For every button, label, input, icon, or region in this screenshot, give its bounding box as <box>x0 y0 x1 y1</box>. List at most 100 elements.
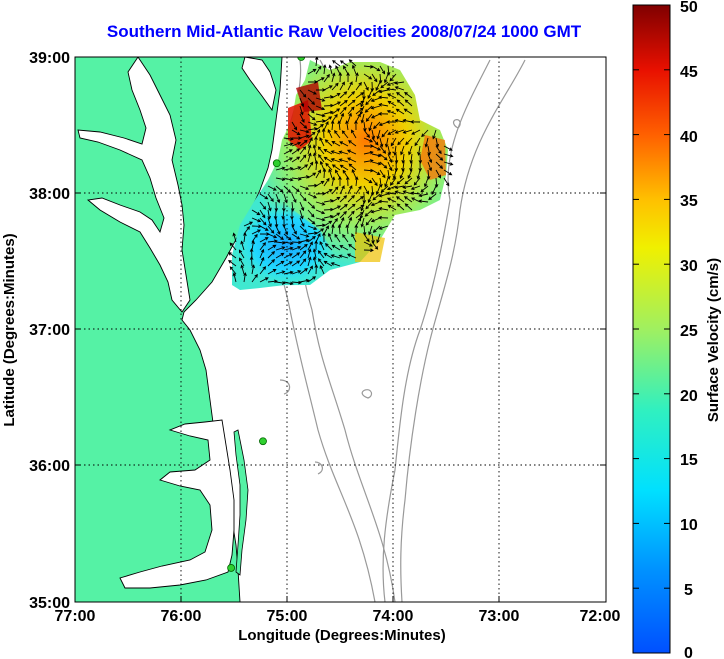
velocity-arrow <box>283 149 293 155</box>
velocity-arrow <box>291 252 301 259</box>
velocity-arrow <box>259 248 265 259</box>
velocity-arrow <box>283 253 293 259</box>
velocity-arrow <box>371 129 376 140</box>
velocity-arrow <box>371 73 378 83</box>
velocity-arrow <box>307 68 317 75</box>
velocity-arrow <box>243 232 247 243</box>
velocity-arrow <box>371 241 379 250</box>
velocity-arrow <box>307 248 312 259</box>
velocity-arrow <box>342 169 349 179</box>
velocity-arrow <box>363 137 374 143</box>
velocity-arrow <box>379 153 388 161</box>
velocity-arrow <box>323 199 334 203</box>
velocity-arrow <box>327 232 333 243</box>
velocity-arrow <box>420 185 429 193</box>
velocity-arrow <box>331 196 341 203</box>
velocity-arrow <box>355 72 359 83</box>
velocity-arrow <box>307 231 318 235</box>
velocity-arrow <box>339 141 349 147</box>
velocity-arrow <box>387 204 397 211</box>
velocity-arrow <box>275 246 286 251</box>
velocity-arrow <box>403 108 413 115</box>
velocity-arrow <box>339 195 348 203</box>
velocity-arrow <box>229 242 237 251</box>
velocity-arrow <box>351 233 357 243</box>
velocity-arrow <box>331 176 336 187</box>
velocity-arrow <box>307 113 316 121</box>
velocity-arrow <box>315 77 325 83</box>
velocity-arrow <box>443 177 450 187</box>
velocity-arrow <box>322 232 326 243</box>
radar-station-marker <box>272 159 281 168</box>
velocity-arrow <box>379 177 383 188</box>
velocity-arrow <box>238 249 245 259</box>
chart-title: Southern Mid-Atlantic Raw Velocities 200… <box>0 22 724 42</box>
velocity-arrow <box>387 129 397 135</box>
velocity-arrow <box>315 209 326 215</box>
velocity-arrow <box>339 203 348 211</box>
velocity-arrow <box>299 121 308 129</box>
y-axis-title: Latitude (Degrees:Minutes) <box>1 233 18 426</box>
barrier-islands <box>233 429 249 576</box>
velocity-arrow <box>363 129 370 138</box>
velocity-arrow <box>371 161 382 166</box>
colorbar-title: Surface Velocity (cm/s) <box>705 258 722 422</box>
colorbar-tick-label: 50 <box>680 0 698 16</box>
velocity-arrow <box>307 217 316 225</box>
velocity-arrow <box>368 225 373 236</box>
velocity-arrow <box>387 161 393 172</box>
velocity-arrow <box>335 169 341 179</box>
velocity-arrow <box>283 241 294 246</box>
velocity-arrow <box>312 248 317 259</box>
velocity-arrow <box>319 160 325 171</box>
velocity-arrow <box>283 142 294 147</box>
pamlico-sound <box>119 419 235 589</box>
velocity-arrow <box>243 272 247 283</box>
velocity-arrow <box>371 65 381 72</box>
velocity-arrow <box>339 245 349 251</box>
velocity-arrow <box>421 129 429 138</box>
velocity-arrow <box>307 265 313 275</box>
velocity-arrow <box>401 161 405 172</box>
velocity-arrow <box>299 175 310 179</box>
velocity-arrow <box>299 233 310 238</box>
velocity-arrow <box>323 85 333 91</box>
velocity-arrow <box>323 110 334 115</box>
velocity-arrow <box>331 244 341 251</box>
velocity-arrow <box>323 260 333 267</box>
velocity-arrow <box>404 99 413 107</box>
velocity-arrow <box>315 180 325 187</box>
velocity-arrow <box>323 189 333 195</box>
velocity-arrow <box>315 228 325 235</box>
velocity-arrow <box>315 169 321 179</box>
velocity-arrow <box>387 100 397 107</box>
y-tick-label: 36:00 <box>29 458 70 475</box>
y-tick-label: 35:00 <box>29 595 70 612</box>
y-tick-label: 37:00 <box>29 322 70 339</box>
velocity-arrow <box>378 193 389 198</box>
velocity-arrow <box>322 168 327 179</box>
velocity-arrow <box>387 153 393 164</box>
velocity-arrow <box>283 193 288 204</box>
velocity-arrow <box>323 214 334 219</box>
velocity-arrow <box>251 273 258 283</box>
velocity-arrow <box>355 100 365 107</box>
colorbar-tick-label: 25 <box>680 323 698 340</box>
velocity-arrow <box>411 197 421 203</box>
velocity-arrow <box>307 152 312 163</box>
velocity-arrow <box>283 246 294 251</box>
x-tick-label: 73:00 <box>479 608 520 625</box>
y-tick-label: 39:00 <box>29 50 70 67</box>
velocity-arrow <box>291 245 302 251</box>
velocity-arrow <box>386 87 397 91</box>
velocity-arrow <box>363 73 373 80</box>
velocity-arrow <box>345 224 350 235</box>
velocity-arrow <box>342 233 349 243</box>
velocity-arrow <box>379 161 388 169</box>
velocity-arrow <box>364 105 373 113</box>
grid-lines <box>75 57 606 602</box>
velocity-arrow <box>394 129 405 134</box>
velocity-arrow <box>346 72 350 83</box>
colorbar-tick-label: 0 <box>684 645 693 659</box>
velocity-arrow <box>307 193 318 199</box>
